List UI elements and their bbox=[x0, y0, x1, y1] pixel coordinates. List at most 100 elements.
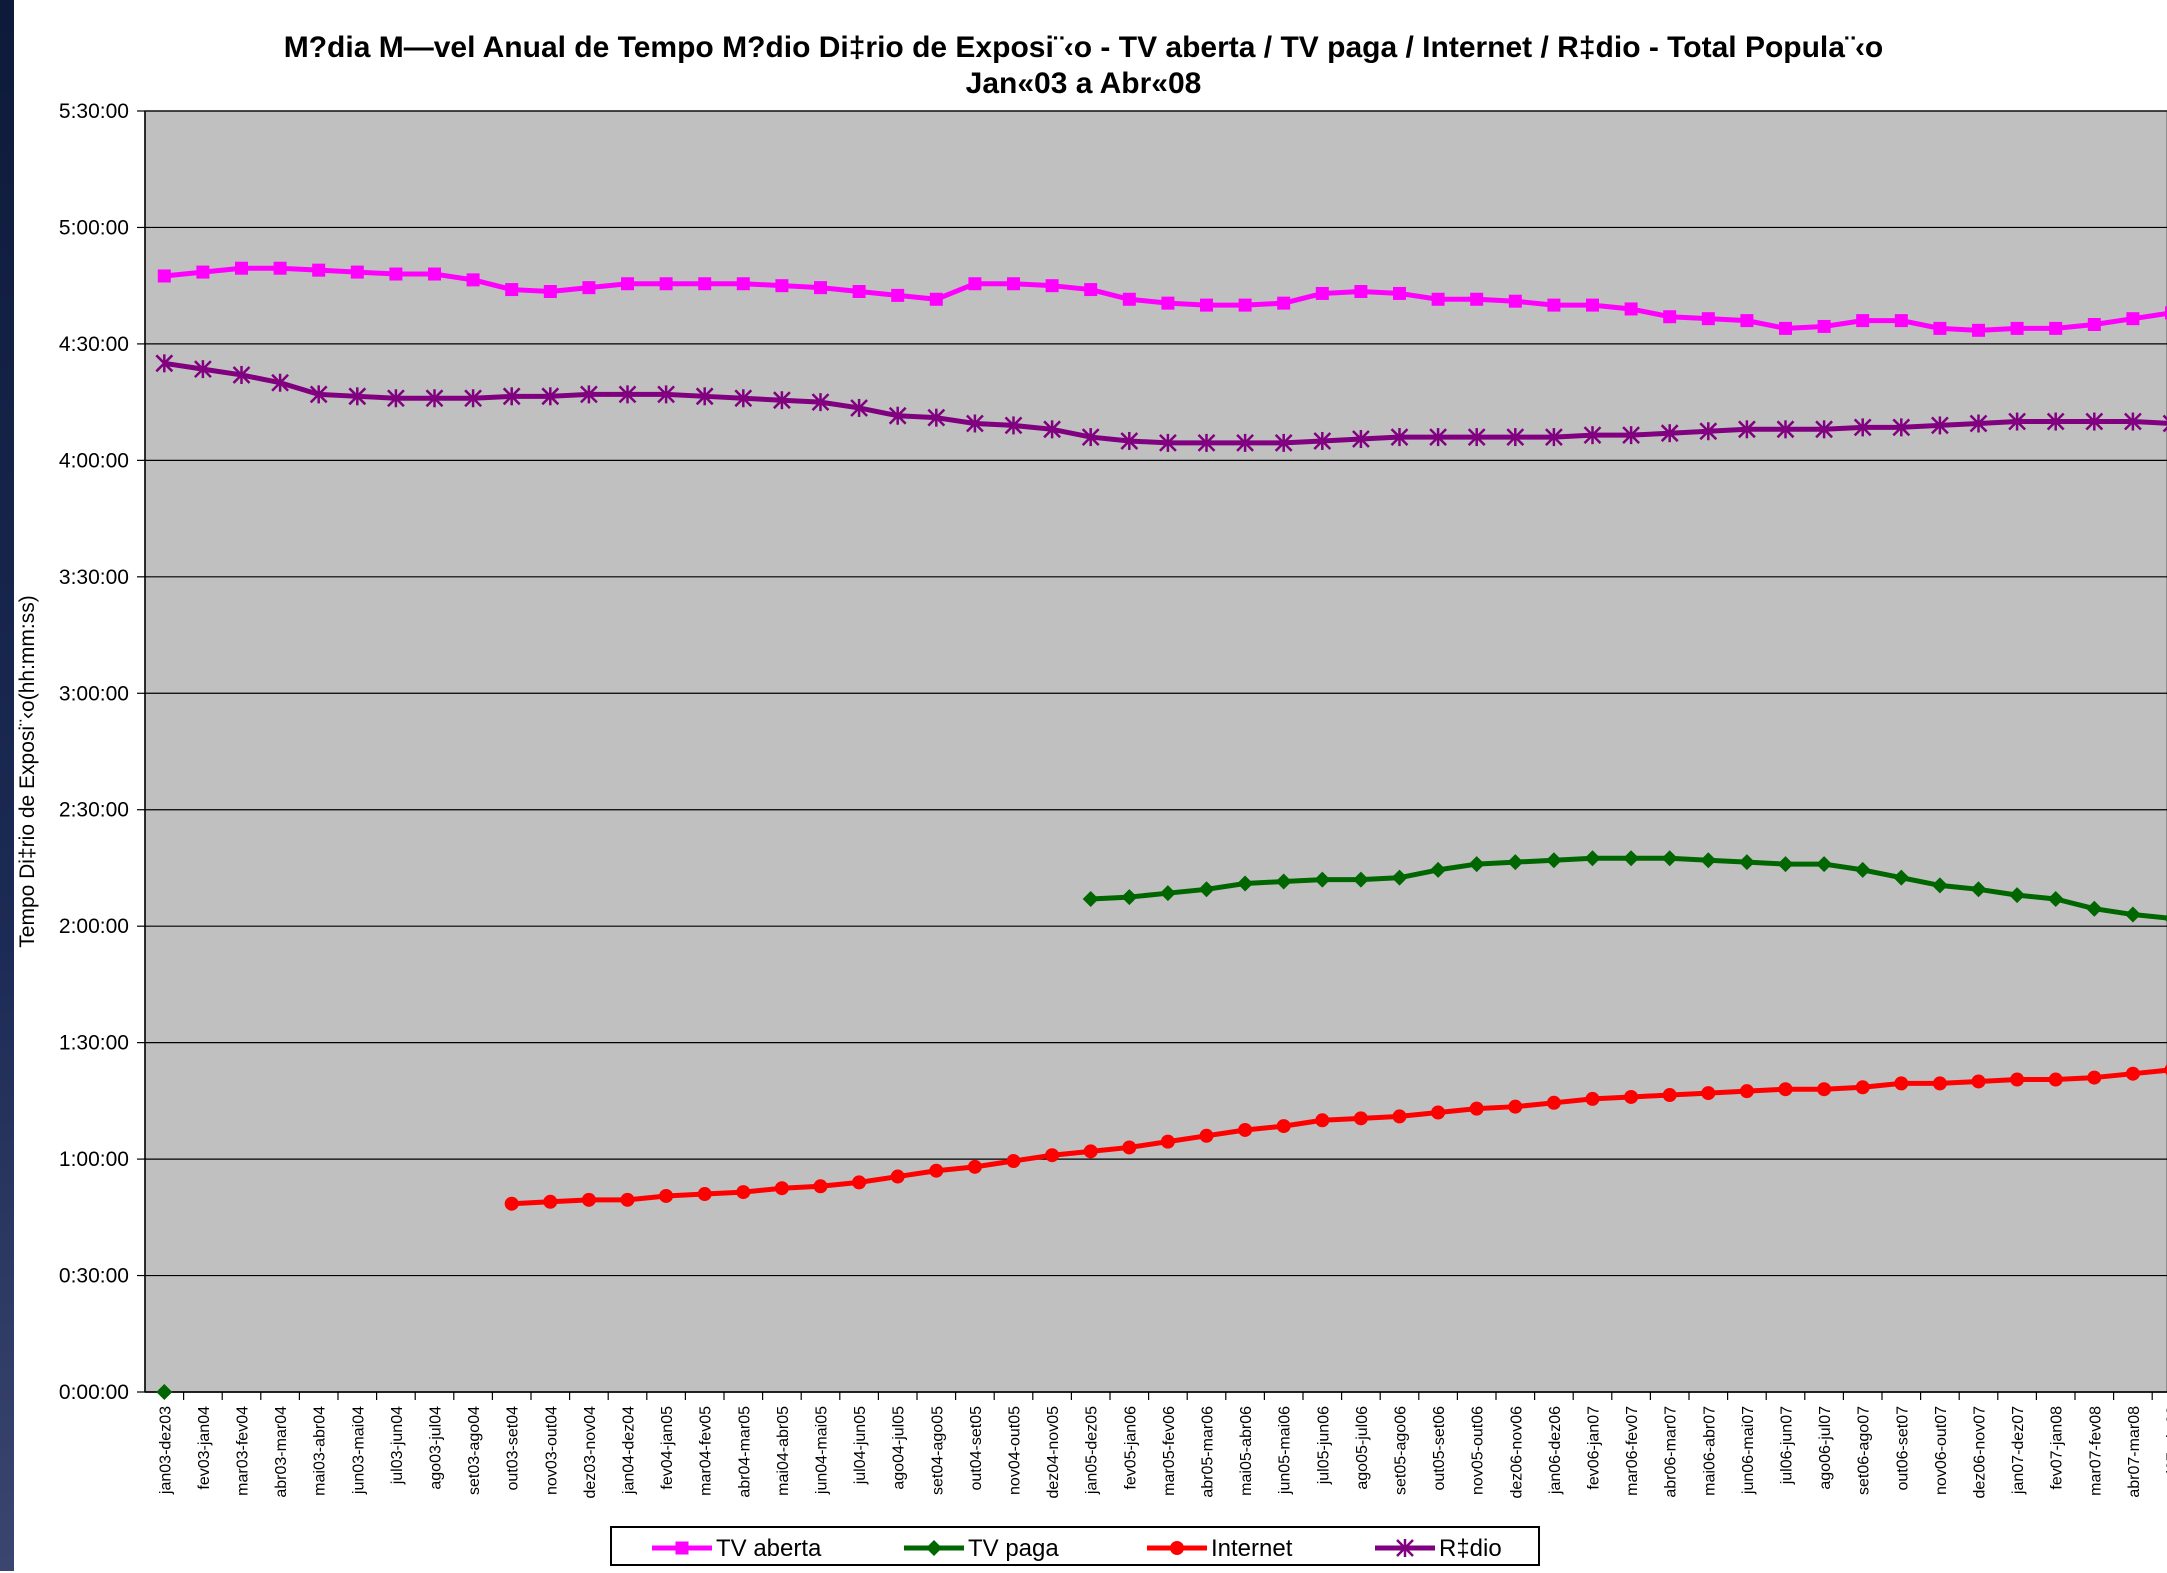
data-point bbox=[853, 1176, 866, 1189]
data-point bbox=[1663, 310, 1676, 323]
y-axis-title: Tempo Di‡rio de Exposi¨‹o(hh:mm:ss) bbox=[16, 595, 39, 947]
legend-item: Internet bbox=[1147, 1535, 1293, 1562]
data-point bbox=[1277, 297, 1290, 310]
legend-item: R‡dio bbox=[1375, 1535, 1502, 1562]
data-point bbox=[1509, 1100, 1522, 1113]
data-point bbox=[660, 277, 673, 290]
y-tick-label: 5:30:00 bbox=[59, 100, 129, 123]
data-point bbox=[1046, 1149, 1059, 1162]
data-point bbox=[274, 262, 287, 275]
data-point bbox=[1856, 314, 1869, 327]
x-tick-label: jun03-mai04 bbox=[350, 1406, 367, 1495]
data-point bbox=[312, 264, 325, 277]
data-point bbox=[698, 1188, 711, 1201]
data-point bbox=[1316, 287, 1329, 300]
x-tick-label: dez06-nov06 bbox=[1508, 1406, 1525, 1499]
x-tick-label: jun04-mai05 bbox=[814, 1406, 831, 1495]
x-tick-label: ago06-jul07 bbox=[1817, 1406, 1834, 1490]
y-tick-label: 4:30:00 bbox=[59, 333, 129, 356]
data-point bbox=[1123, 293, 1136, 306]
data-point bbox=[1084, 1145, 1097, 1158]
data-point bbox=[968, 1160, 981, 1173]
data-point bbox=[351, 266, 364, 279]
data-point bbox=[1470, 293, 1483, 306]
x-tick-label: mai05-abr06 bbox=[1238, 1406, 1255, 1496]
data-point bbox=[1779, 1083, 1792, 1096]
data-point bbox=[1470, 1102, 1483, 1115]
data-point bbox=[853, 285, 866, 298]
data-point bbox=[505, 1197, 518, 1210]
legend-label: TV paga bbox=[968, 1535, 1059, 1562]
x-tick-label: out05-set06 bbox=[1431, 1406, 1448, 1491]
data-point bbox=[1933, 1077, 1946, 1090]
x-tick-label: jan04-dez04 bbox=[621, 1406, 638, 1495]
data-point bbox=[1509, 295, 1522, 308]
data-point bbox=[1393, 1110, 1406, 1123]
data-point bbox=[1123, 1141, 1136, 1154]
x-tick-label: nov03-out04 bbox=[543, 1406, 560, 1495]
data-point bbox=[1702, 1087, 1715, 1100]
x-tick-label: mar04-fev05 bbox=[698, 1406, 715, 1496]
data-point bbox=[1354, 1112, 1367, 1125]
data-point bbox=[621, 1193, 634, 1206]
x-tick-label: fev07-jan08 bbox=[2049, 1406, 2066, 1490]
data-point bbox=[1432, 293, 1445, 306]
y-tick-label: 5:00:00 bbox=[59, 216, 129, 239]
data-point bbox=[582, 281, 595, 294]
y-tick-label: 4:00:00 bbox=[59, 449, 129, 472]
x-tick-label: abr07-mar08 bbox=[2126, 1406, 2143, 1498]
data-point bbox=[544, 285, 557, 298]
legend: TV aberta TV paga Internet R‡dio bbox=[610, 1526, 1540, 1566]
data-point bbox=[1856, 1081, 1869, 1094]
data-point bbox=[1740, 314, 1753, 327]
data-point bbox=[1625, 302, 1638, 315]
data-point bbox=[737, 277, 750, 290]
data-point bbox=[814, 281, 827, 294]
y-tick-label: 2:30:00 bbox=[59, 799, 129, 822]
data-point bbox=[775, 1182, 788, 1195]
data-point bbox=[1161, 1135, 1174, 1148]
x-tick-label: out04-set05 bbox=[968, 1406, 985, 1491]
data-point bbox=[389, 268, 402, 281]
data-point bbox=[1586, 1092, 1599, 1105]
data-point bbox=[235, 262, 248, 275]
data-point bbox=[2049, 322, 2062, 335]
x-tick-label: jul06-jun07 bbox=[1779, 1406, 1796, 1485]
x-tick-label: jun06-mai07 bbox=[1740, 1406, 1757, 1495]
x-tick-label: fev03-jan04 bbox=[196, 1406, 213, 1490]
legend-item: TV paga bbox=[904, 1535, 1059, 1562]
data-point bbox=[1200, 299, 1213, 312]
data-point bbox=[2126, 312, 2139, 325]
x-tick-label: mai03-abr04 bbox=[312, 1406, 329, 1496]
data-point bbox=[1740, 1085, 1753, 1098]
x-tick-label: ago04-jul05 bbox=[891, 1406, 908, 1490]
x-tick-label: ago05-jul06 bbox=[1354, 1406, 1371, 1490]
x-tick-label: out03-set04 bbox=[505, 1406, 522, 1491]
data-point bbox=[467, 273, 480, 286]
legend-label: R‡dio bbox=[1439, 1535, 1502, 1562]
data-point bbox=[1586, 299, 1599, 312]
data-point bbox=[660, 1189, 673, 1202]
data-point bbox=[891, 289, 904, 302]
legend-label: TV aberta bbox=[716, 1535, 822, 1562]
x-tick-label: abr04-mar05 bbox=[736, 1406, 753, 1498]
x-tick-label: mai04-abr05 bbox=[775, 1406, 792, 1496]
data-point bbox=[1895, 314, 1908, 327]
legend-marker bbox=[676, 1542, 689, 1555]
data-point bbox=[1354, 285, 1367, 298]
data-point bbox=[1007, 277, 1020, 290]
data-point bbox=[1161, 297, 1174, 310]
data-point bbox=[1625, 1090, 1638, 1103]
x-tick-label: set03-ago04 bbox=[466, 1406, 483, 1495]
data-point bbox=[814, 1180, 827, 1193]
data-point bbox=[1084, 283, 1097, 296]
data-point bbox=[621, 277, 634, 290]
x-tick-label: jan07-dez07 bbox=[2010, 1406, 2027, 1495]
x-tick-label: set04-ago05 bbox=[929, 1406, 946, 1495]
x-tick-label: nov05-out06 bbox=[1470, 1406, 1487, 1495]
y-tick-label: 1:30:00 bbox=[59, 1032, 129, 1055]
data-point bbox=[930, 293, 943, 306]
data-point bbox=[1277, 1120, 1290, 1133]
x-tick-label: fev05-jan06 bbox=[1122, 1406, 1139, 1490]
data-point bbox=[1547, 1096, 1560, 1109]
